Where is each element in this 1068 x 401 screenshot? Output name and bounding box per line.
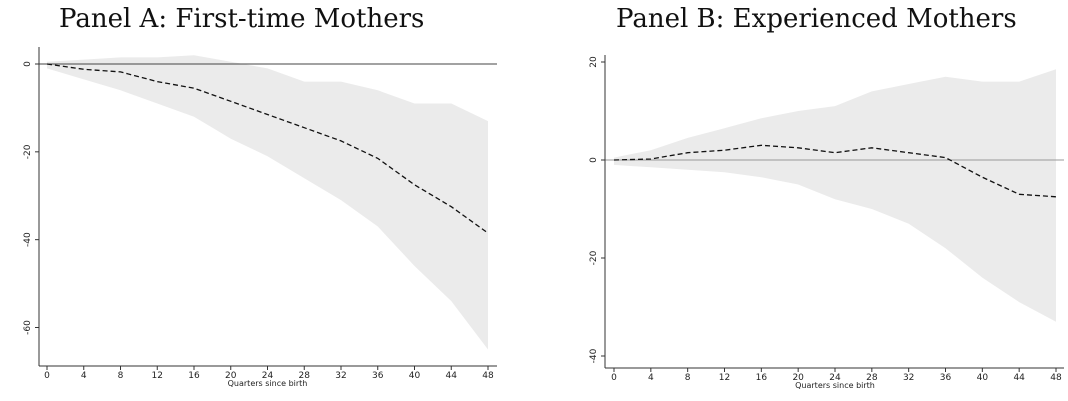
panel-b-x-tick-label: 24 [829,373,841,383]
panel-a-y-tick-label: -40 [23,232,33,247]
panel-b-x-tick-label: 0 [611,373,617,383]
panel-a-y-tick-label: -60 [23,320,33,335]
panel-a-x-tick-label: 48 [482,371,494,381]
panel-a-x-tick-label: 8 [118,371,124,381]
panel-b-title: Panel B: Experienced Mothers [616,4,1017,34]
panel-a-x-tick-label: 12 [152,371,163,381]
panel-b-y-tick-label: 20 [589,56,599,68]
panel-a-x-tick-label: 20 [225,371,237,381]
panel-a-x-tick-label: 32 [335,371,346,381]
panel-b-x-tick-label: 4 [648,373,654,383]
panel-b-x-tick-label: 20 [792,373,804,383]
panel-a-title: Panel A: First-time Mothers [59,4,425,34]
panel-a-x-tick-label: 44 [446,371,458,381]
panel-b-x-axis-title: Quarters since birth [795,381,875,390]
panel-b-x-tick-label: 48 [1050,373,1062,383]
panel-a-x-tick-label: 36 [372,371,384,381]
panel-b-x-tick-label: 40 [977,373,989,383]
panel-a-x-tick-label: 28 [299,371,311,381]
panel-b-x-tick-label: 36 [940,373,952,383]
panel-b-x-tick-label: 28 [866,373,878,383]
panel-a-x-tick-label: 0 [44,371,50,381]
panel-a-estimate-line [46,63,489,234]
panel-b-y-tick-label: -20 [589,250,599,265]
panel-b-x-tick-label: 44 [1013,373,1025,383]
panel-b-y-tick-label: 0 [589,157,599,163]
panel-b-y-tick-label: -40 [589,348,599,363]
panel-b-confidence-band [614,69,1056,322]
panel-a-confidence-band [47,55,488,350]
panel-a-y-tick-label: -20 [23,144,33,159]
panel-a-x-tick-label: 24 [262,371,274,381]
panel-a-x-tick-label: 4 [81,371,87,381]
panel-a-y-tick-label: 0 [23,61,33,67]
panel-b-x-tick-label: 12 [719,373,730,383]
panel-a-x-tick-label: 40 [409,371,421,381]
panel-b-x-tick-label: 16 [756,373,768,383]
panel-a-x-tick-label: 16 [188,371,200,381]
panel-a-x-axis-title: Quarters since birth [228,379,308,388]
panel-b-estimate-line [613,144,1057,198]
panel-b-x-tick-label: 8 [685,373,691,383]
panel-b-x-tick-label: 32 [903,373,914,383]
